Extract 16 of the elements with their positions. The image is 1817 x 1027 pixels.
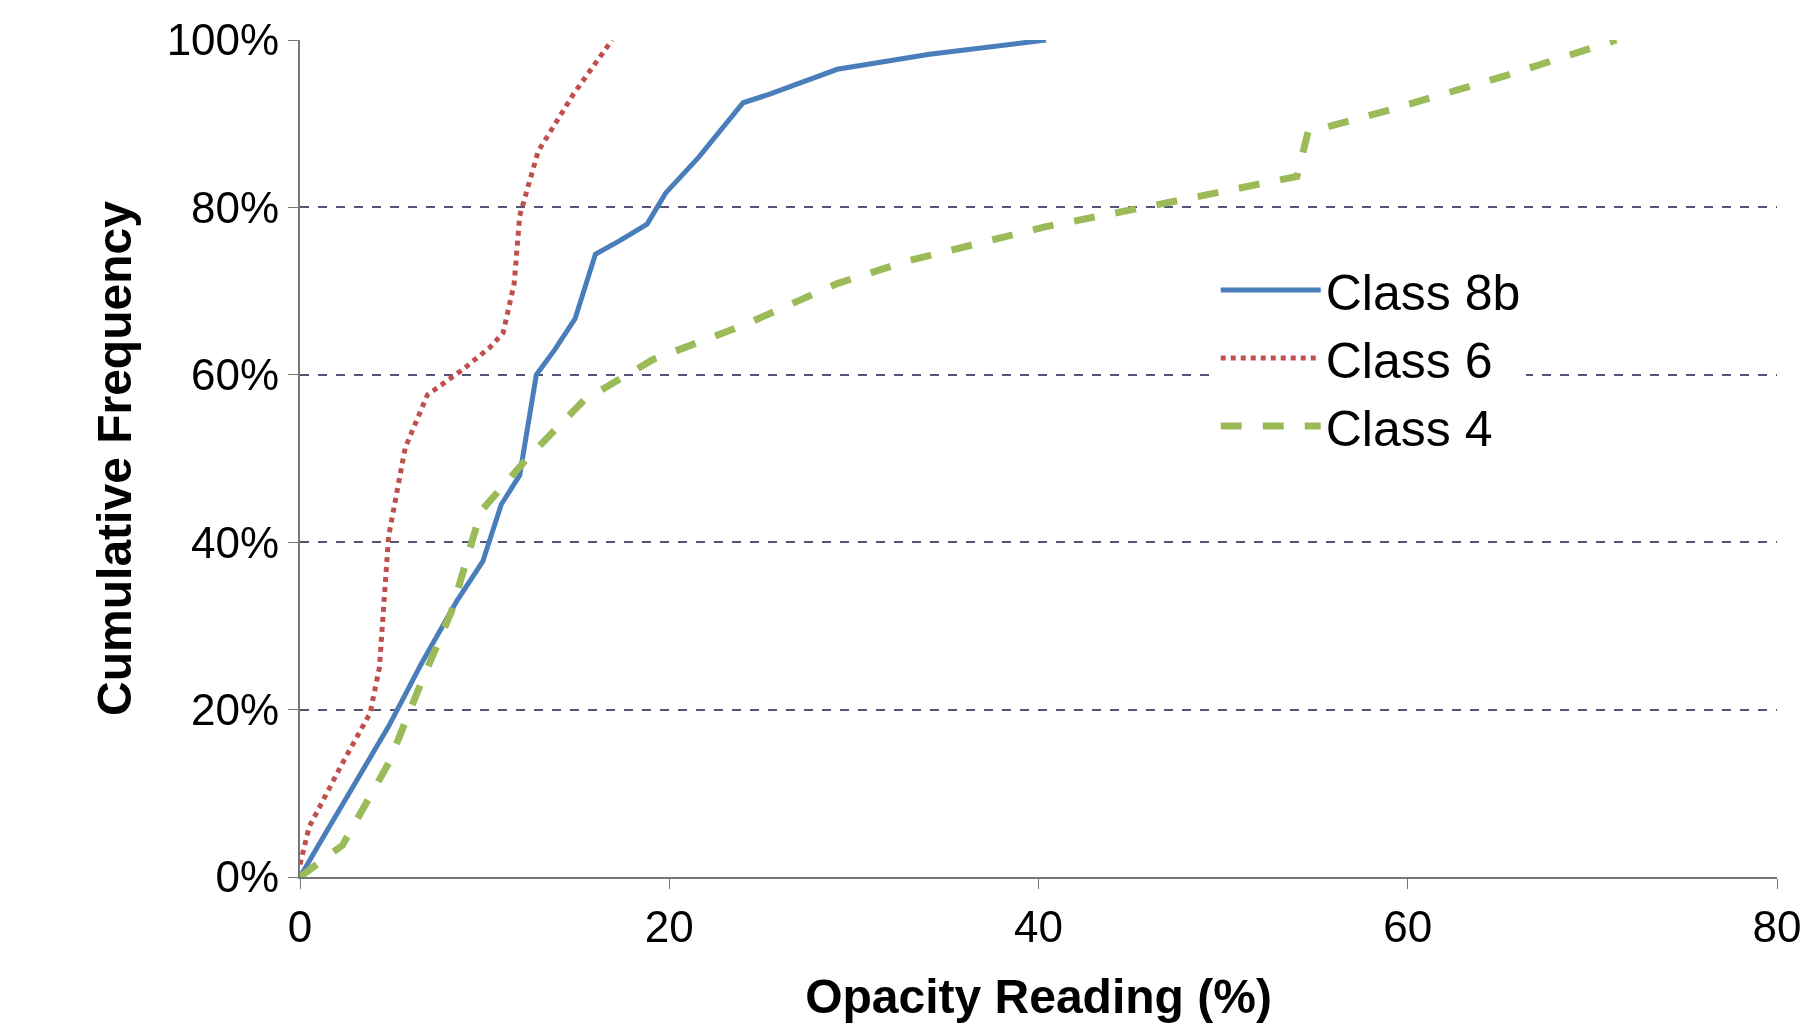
x-tick-label: 0 [287,901,313,951]
y-tick-label: 80% [191,182,280,232]
x-axis-title: Opacity Reading (%) [805,970,1272,1024]
legend-label: Class 8b [1325,264,1521,321]
x-tick-label: 20 [644,901,694,951]
y-tick-label: 40% [191,517,280,567]
y-tick-label: 60% [191,350,280,400]
y-axis-title: Cumulative Frequency [87,200,141,716]
y-tick-label: 20% [191,685,280,734]
x-tick-label: 80 [1752,901,1802,951]
legend-label: Class 4 [1325,400,1493,457]
y-tick-label: 100% [166,15,280,65]
x-tick-label: 40 [1014,901,1063,951]
y-tick-label: 0% [215,852,280,902]
x-tick-label: 60 [1383,901,1433,951]
legend-label: Class 6 [1325,332,1493,389]
